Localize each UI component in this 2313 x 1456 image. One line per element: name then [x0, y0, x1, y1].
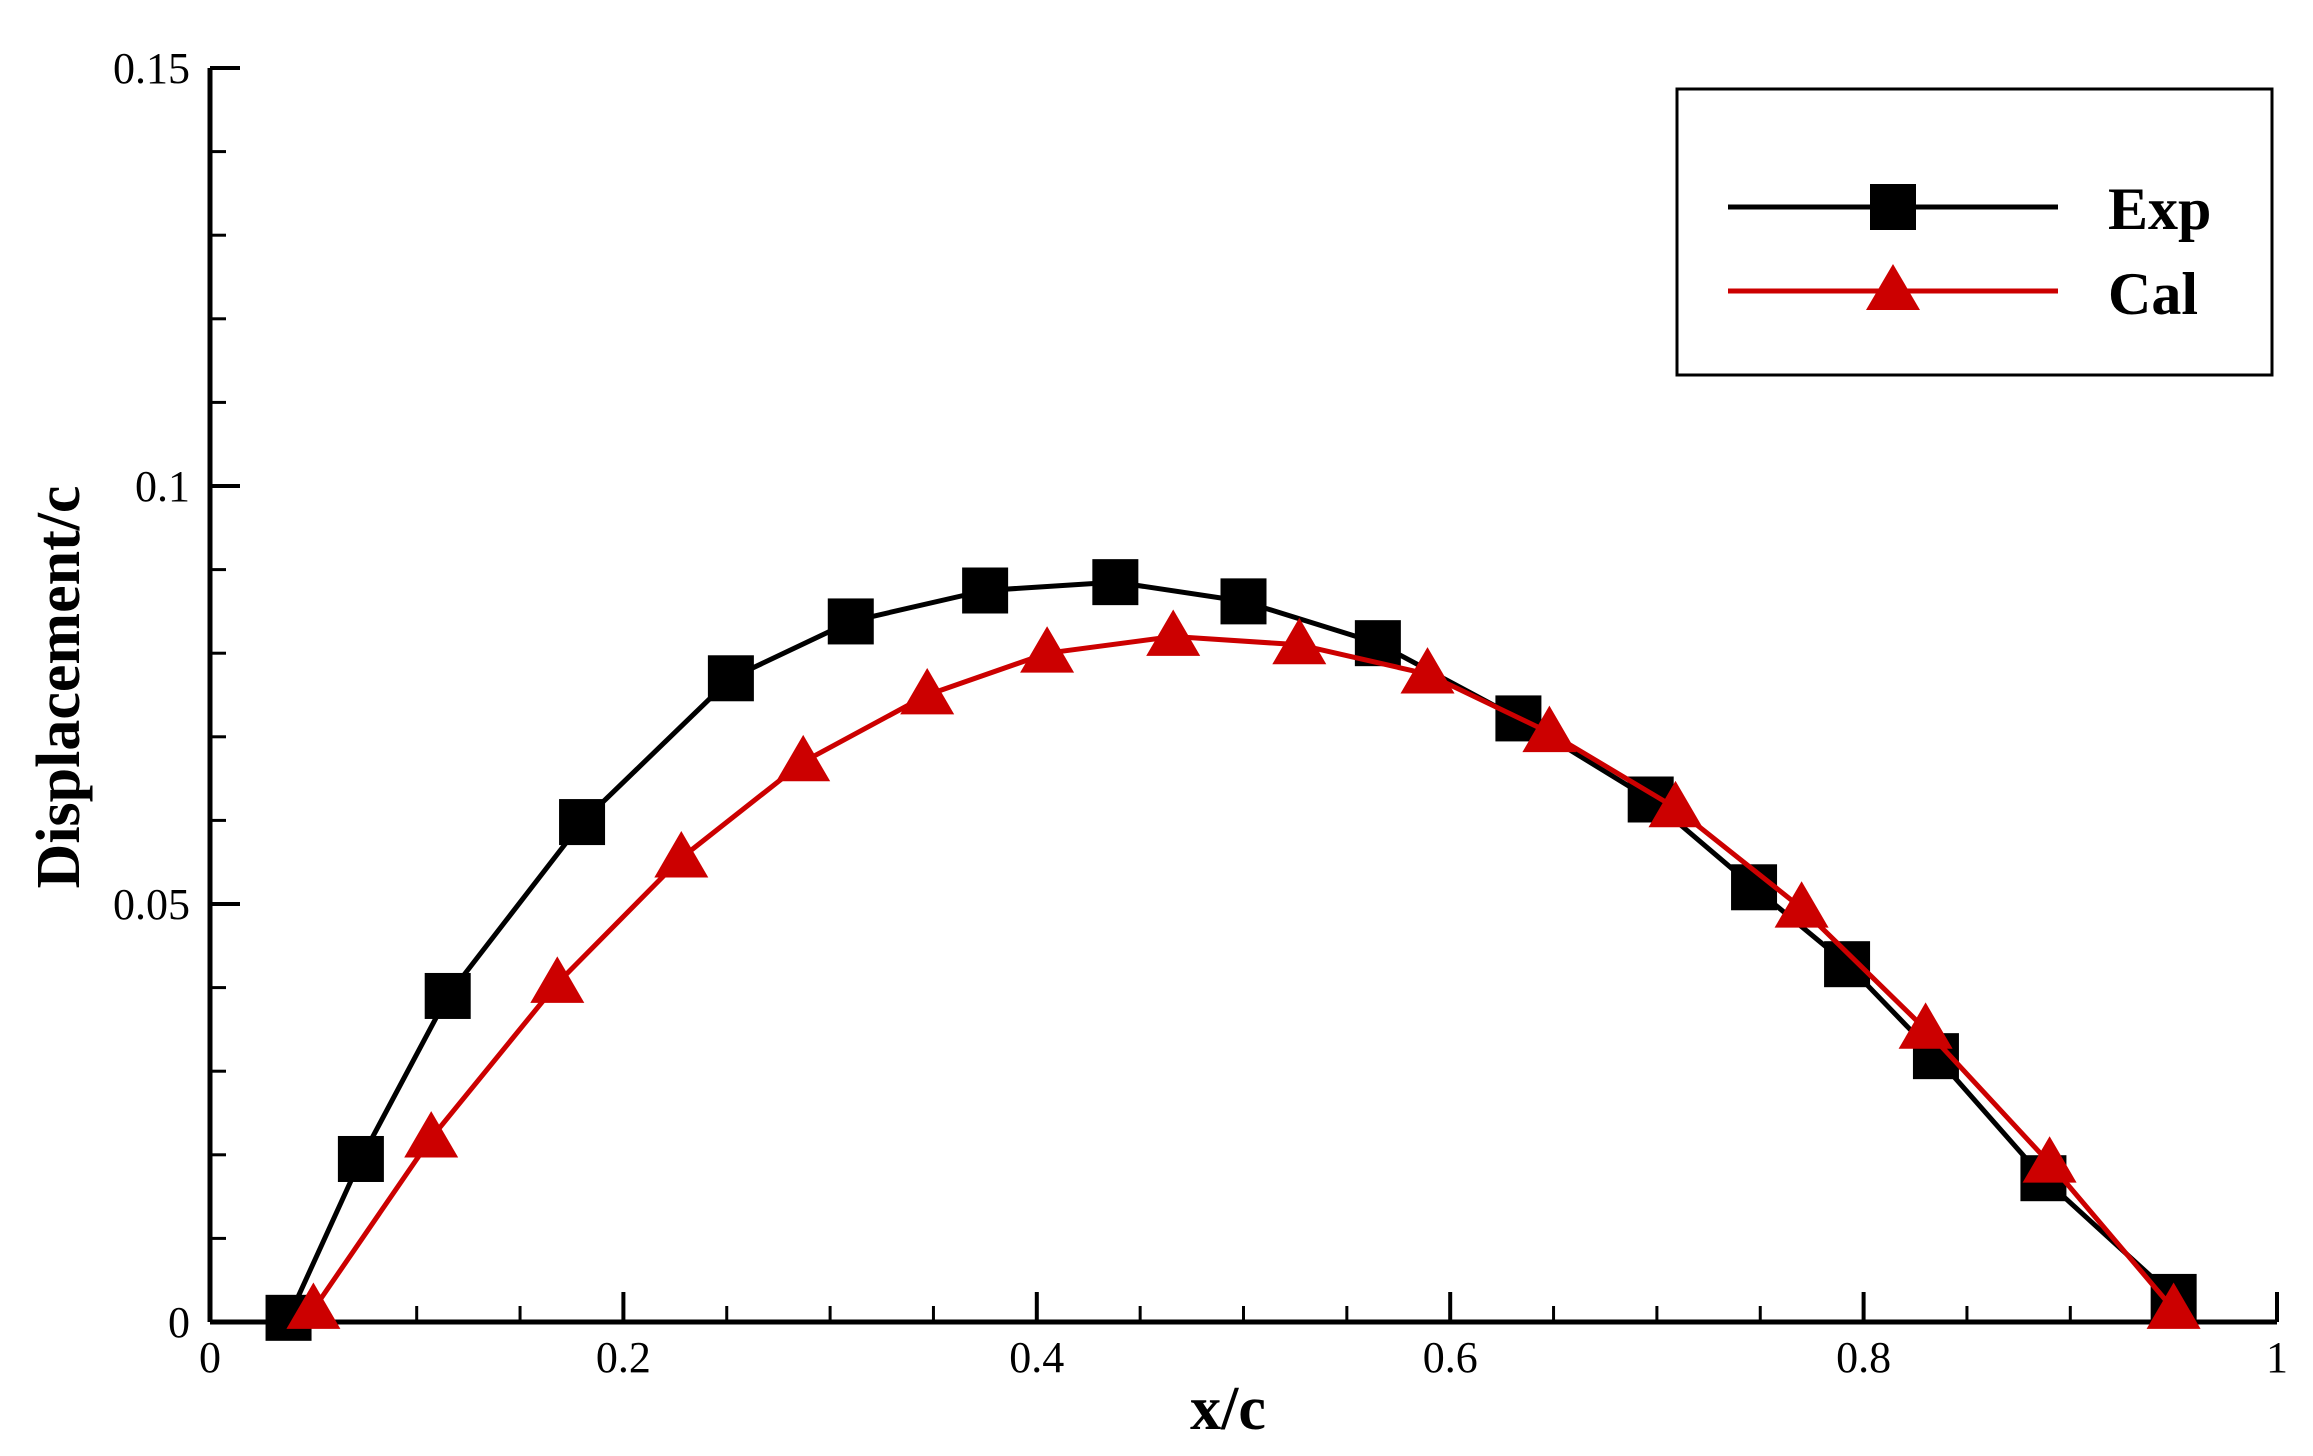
data-point-exp: [707, 655, 754, 702]
x-tick-label: 0.6: [1423, 1333, 1478, 1382]
data-point-cal: [2146, 1282, 2201, 1329]
data-point-cal: [1774, 881, 1829, 928]
data-point-exp: [1092, 559, 1139, 606]
x-tick-label: 0.2: [596, 1333, 651, 1382]
legend-marker-cal: [1866, 264, 1920, 310]
data-point-cal: [2022, 1136, 2077, 1183]
data-point-cal: [286, 1282, 341, 1329]
data-point-cal: [1522, 705, 1577, 753]
legend: Exp Cal: [1675, 87, 2274, 377]
data-point-cal: [404, 1111, 459, 1158]
data-point-cal: [654, 831, 709, 878]
series-layer: [265, 559, 2201, 1341]
y-tick-label: 0.05: [113, 880, 190, 929]
axis-ticks: 0 0.2 0.4 0.6 0.8 1 0 0.05 0.1 0.15: [113, 44, 2288, 1382]
legend-label-cal: Cal: [2108, 261, 2198, 327]
legend-marker-exp: [1870, 184, 1916, 230]
data-point-cal: [1146, 609, 1201, 656]
y-tick-label: 0.15: [113, 44, 190, 93]
x-axis-title: x/c: [1190, 1375, 1266, 1443]
data-point-exp: [424, 972, 471, 1019]
y-tick-label: 0: [168, 1298, 190, 1347]
y-axis-title: Displacement/c: [25, 486, 93, 889]
data-point-cal: [1272, 617, 1327, 665]
y-tick-label: 0.1: [135, 462, 190, 511]
data-point-exp: [559, 799, 606, 846]
data-point-cal: [776, 734, 831, 782]
data-point-cal: [1648, 780, 1703, 828]
data-point-cal: [530, 956, 585, 1003]
data-point-exp: [1824, 941, 1871, 988]
data-point-cal: [1898, 1002, 1953, 1049]
legend-label-exp: Exp: [2108, 176, 2211, 242]
data-point-cal: [900, 668, 955, 715]
data-point-cal: [1400, 647, 1455, 694]
data-point-cal: [1020, 626, 1075, 673]
data-point-exp: [1220, 578, 1267, 625]
x-tick-label: 0: [199, 1333, 221, 1382]
x-tick-label: 1: [2266, 1333, 2288, 1382]
x-tick-label: 0.8: [1836, 1333, 1891, 1382]
data-point-exp: [337, 1135, 384, 1182]
series-line-cal: [311, 634, 2176, 1312]
x-tick-label: 0.4: [1009, 1333, 1064, 1382]
data-point-exp: [827, 598, 874, 645]
legend-box: [1675, 87, 2274, 377]
series-line-exp: [286, 579, 2176, 1319]
data-point-exp: [962, 567, 1009, 614]
